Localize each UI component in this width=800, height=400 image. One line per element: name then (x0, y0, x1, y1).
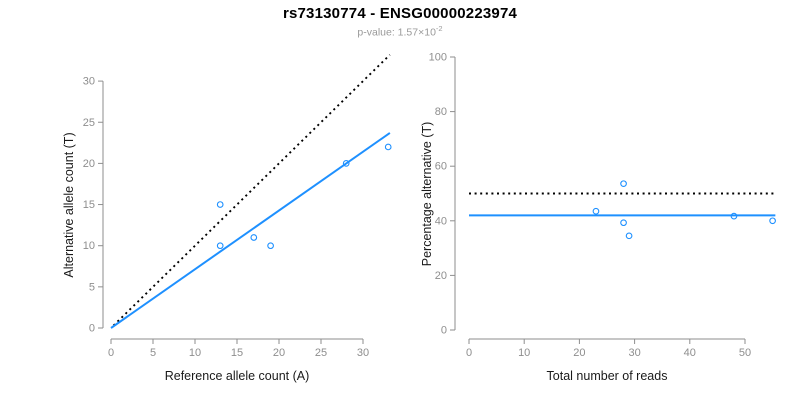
y-tick-label: 20 (83, 158, 95, 170)
x-tick-label: 20 (573, 347, 585, 359)
regression-line (110, 132, 391, 329)
y-tick-label: 10 (83, 240, 95, 252)
y-tick-label: 5 (89, 281, 95, 293)
y-tick-label: 25 (83, 117, 95, 129)
data-point (216, 201, 224, 208)
pvalue-subtitle: p-value: 1.57×10-2 (0, 24, 800, 39)
x-tick-label: 0 (108, 347, 114, 359)
x-tick-label: 20 (273, 347, 285, 359)
y-tick-label: 80 (435, 106, 447, 118)
data-point (730, 212, 738, 220)
right-plot-yaxis-title: Percentage alternative (T) (420, 122, 434, 267)
x-tick-label: 50 (739, 347, 751, 359)
figure-title: rs73130774 - ENSG00000223974 (282, 5, 518, 22)
data-point (625, 232, 633, 240)
y-tick-label: 20 (435, 270, 447, 282)
data-point (620, 180, 627, 188)
data-point (384, 143, 392, 151)
identity-line (112, 54, 391, 327)
y-tick-label: 40 (435, 215, 447, 227)
right-plot-xaxis-title: Total number of reads (547, 369, 668, 383)
data-point (620, 219, 627, 227)
data-point (250, 234, 258, 241)
y-tick-label: 60 (435, 161, 447, 173)
data-point (267, 242, 274, 250)
x-tick-label: 0 (466, 347, 472, 359)
left-plot-yaxis-title: Alternative allele count (T) (62, 132, 76, 277)
y-tick-label: 15 (83, 199, 95, 211)
y-tick-label: 30 (83, 76, 95, 88)
pvalue-exponent: -2 (435, 24, 443, 33)
left-plot-xaxis-title: Reference allele count (A) (165, 369, 310, 383)
x-tick-label: 40 (684, 347, 696, 359)
x-tick-label: 15 (231, 347, 243, 359)
data-point (592, 207, 600, 215)
left-plot: 0 5 10 15 20 25 30 0 5 10 15 20 25 30 (83, 54, 392, 359)
x-tick-label: 30 (357, 347, 369, 359)
x-tick-label: 10 (189, 347, 201, 359)
data-point (216, 242, 224, 250)
x-tick-label: 5 (150, 347, 156, 359)
y-tick-label: 0 (89, 323, 95, 335)
y-tick-label: 0 (441, 325, 447, 337)
y-tick-label: 100 (429, 52, 447, 64)
x-tick-label: 30 (628, 347, 640, 359)
data-point (769, 217, 776, 225)
x-tick-label: 10 (518, 347, 530, 359)
right-plot: 0 10 20 30 40 50 0 20 40 60 80 100 (429, 52, 776, 359)
pvalue-text: p-value: 1.57×10 (357, 26, 436, 39)
x-tick-label: 25 (315, 347, 327, 359)
data-point (342, 160, 350, 167)
